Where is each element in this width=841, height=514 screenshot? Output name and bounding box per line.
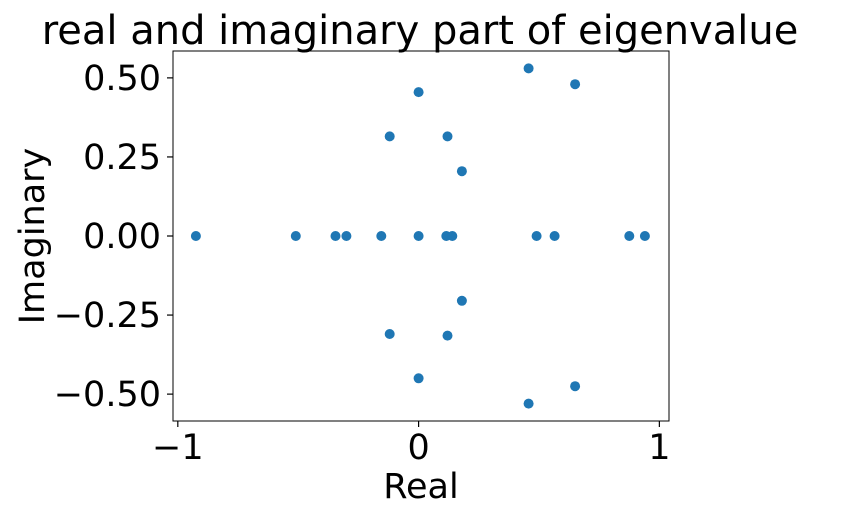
data-point-2	[413, 87, 424, 98]
y-tick-label-2: 0.00	[83, 217, 161, 257]
data-point-6	[190, 231, 201, 241]
data-point-20	[442, 330, 453, 341]
y-tick-label-3: −0.25	[54, 296, 161, 336]
x-tick-label-1: 0	[407, 428, 429, 468]
data-point-3	[384, 131, 395, 142]
data-points	[190, 63, 650, 409]
data-point-11	[413, 231, 424, 241]
data-point-1	[570, 79, 581, 90]
y-tick-label-0: 0.50	[83, 59, 161, 99]
y-tick-label-1: 0.25	[83, 138, 161, 178]
data-point-13	[447, 231, 458, 241]
data-point-10	[376, 231, 387, 241]
data-point-5	[456, 166, 467, 177]
data-point-9	[341, 231, 352, 241]
data-point-15	[549, 231, 560, 241]
data-point-4	[442, 131, 453, 142]
data-point-7	[290, 231, 301, 241]
y-axis-label: Imaginary	[13, 148, 53, 325]
data-point-17	[639, 231, 650, 241]
data-point-14	[531, 231, 542, 241]
data-point-16	[624, 231, 635, 241]
x-axis-label: Real	[383, 467, 458, 507]
data-point-8	[330, 231, 341, 241]
x-tick-label-0: −1	[152, 428, 204, 468]
data-point-19	[384, 329, 395, 339]
chart-title: real and imaginary part of eigenvalue	[42, 8, 799, 54]
data-point-22	[570, 381, 581, 392]
data-point-21	[413, 373, 424, 384]
data-point-18	[456, 295, 467, 306]
y-axis-ticks: 0.50 0.25 0.00 −0.25 −0.50	[54, 59, 173, 415]
x-axis-ticks: −1 0 1	[152, 421, 671, 468]
x-tick-label-2: 1	[648, 428, 670, 468]
data-point-23	[523, 398, 534, 409]
y-tick-label-4: −0.50	[54, 375, 161, 415]
data-point-0	[523, 63, 534, 74]
